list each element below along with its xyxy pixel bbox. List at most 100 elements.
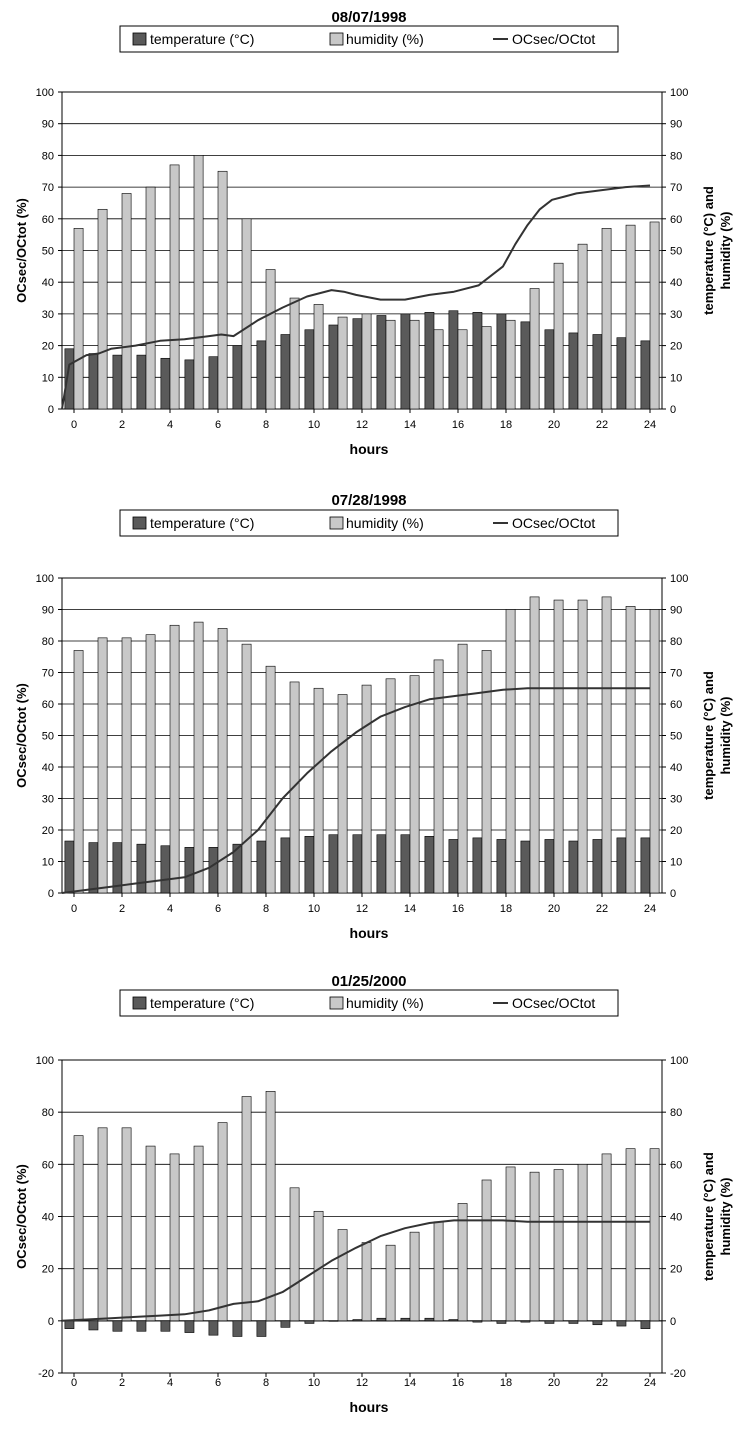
x-axis-label: hours bbox=[350, 1399, 389, 1415]
bar-humidity bbox=[145, 186, 156, 410]
bar-humidity bbox=[121, 637, 132, 894]
x-tick-label: 10 bbox=[308, 419, 320, 431]
bar-temperature bbox=[136, 1320, 147, 1332]
legend-box bbox=[119, 989, 619, 1017]
line-ocsec-octot bbox=[61, 1219, 650, 1322]
bar-temperature bbox=[256, 1320, 267, 1337]
y2-tick-label: 30 bbox=[670, 309, 682, 321]
bar-humidity bbox=[97, 1127, 108, 1322]
x-tick-label: 6 bbox=[215, 903, 221, 915]
chart-panel-2: 07/28/1998 temperature (°C) humidity (%) OC… bbox=[14, 492, 733, 941]
bar-temperature bbox=[376, 834, 387, 894]
bar-temperature bbox=[280, 1320, 291, 1328]
x-tick-label: 12 bbox=[356, 903, 368, 915]
bar-temperature bbox=[472, 837, 483, 894]
bar-temperature bbox=[304, 1320, 315, 1324]
bar-temperature bbox=[328, 324, 339, 410]
bar-humidity bbox=[337, 316, 348, 410]
bar-temperature bbox=[424, 312, 435, 410]
y-tick-label: 90 bbox=[42, 605, 54, 617]
x-tick-label: 20 bbox=[548, 1377, 560, 1389]
bar-humidity bbox=[577, 243, 588, 410]
bar-temperature bbox=[232, 1320, 243, 1337]
y2-axis-label-line1: temperature (°C) and bbox=[701, 671, 716, 800]
x-tick-label: 16 bbox=[452, 903, 464, 915]
bar-humidity bbox=[241, 1096, 252, 1322]
bar-humidity bbox=[73, 228, 84, 410]
legend-swatch-humidity bbox=[329, 32, 344, 46]
y-tick-label: 90 bbox=[42, 119, 54, 131]
y2-axis-label-line1: temperature (°C) and bbox=[701, 1152, 716, 1281]
bar-humidity bbox=[73, 1135, 84, 1322]
bar-humidity bbox=[193, 621, 204, 894]
bar-temperature bbox=[208, 847, 219, 894]
bar-temperature bbox=[472, 1320, 483, 1323]
y2-tick-label: 90 bbox=[670, 605, 682, 617]
bar-humidity bbox=[601, 596, 612, 894]
bar-temperature bbox=[376, 315, 387, 410]
bar-humidity bbox=[385, 1244, 396, 1322]
bar-humidity bbox=[625, 1148, 636, 1322]
bar-humidity bbox=[97, 208, 108, 410]
bar-humidity bbox=[73, 650, 84, 894]
bar-humidity bbox=[265, 1091, 276, 1322]
y2-tick-label: 40 bbox=[670, 277, 682, 289]
x-tick-label: 18 bbox=[500, 903, 512, 915]
y2-tick-label: 100 bbox=[670, 87, 688, 99]
bar-humidity bbox=[361, 313, 372, 410]
bar-humidity bbox=[433, 329, 444, 410]
y2-tick-label: 20 bbox=[670, 825, 682, 837]
legend-label-temperature: temperature (°C) bbox=[150, 515, 254, 531]
x-tick-label: 8 bbox=[263, 1377, 269, 1389]
bar-temperature bbox=[424, 1317, 435, 1322]
bar-humidity bbox=[169, 1153, 180, 1322]
bar-temperature bbox=[160, 845, 171, 894]
y2-axis-label-line2: humidity (%) bbox=[718, 1178, 733, 1256]
bar-humidity bbox=[241, 218, 252, 410]
bar-temperature bbox=[304, 329, 315, 410]
y2-tick-label: 60 bbox=[670, 214, 682, 226]
y2-tick-label: -20 bbox=[670, 1368, 686, 1380]
bar-temperature bbox=[88, 842, 99, 894]
bar-humidity bbox=[481, 650, 492, 894]
bar-temperature bbox=[496, 313, 507, 410]
y-tick-label: -20 bbox=[38, 1368, 54, 1380]
bar-temperature bbox=[568, 332, 579, 410]
y-tick-label: 60 bbox=[42, 1159, 54, 1171]
bar-temperature bbox=[544, 839, 555, 894]
y-tick-label: 100 bbox=[36, 573, 54, 585]
x-tick-label: 24 bbox=[644, 419, 656, 431]
bar-humidity bbox=[289, 1187, 300, 1322]
bar-humidity bbox=[601, 228, 612, 410]
bar-temperature bbox=[136, 354, 147, 410]
bar-humidity bbox=[625, 606, 636, 894]
bar-temperature bbox=[352, 1319, 363, 1322]
y-tick-label: 60 bbox=[42, 699, 54, 711]
bar-temperature bbox=[400, 834, 411, 894]
y2-tick-label: 90 bbox=[670, 119, 682, 131]
bar-humidity bbox=[241, 643, 252, 894]
legend-label-humidity: humidity (%) bbox=[346, 995, 424, 1011]
bar-humidity bbox=[265, 269, 276, 410]
bar-humidity bbox=[409, 319, 420, 410]
y-tick-label: 80 bbox=[42, 1107, 54, 1119]
bar-humidity bbox=[337, 1229, 348, 1322]
y-tick-label: 30 bbox=[42, 794, 54, 806]
y-tick-label: 40 bbox=[42, 277, 54, 289]
bar-humidity bbox=[577, 1164, 588, 1322]
bar-humidity bbox=[169, 164, 180, 410]
x-tick-label: 20 bbox=[548, 419, 560, 431]
chart-panel-3: 01/25/2000 temperature (°C) humidity (%) OC… bbox=[14, 973, 733, 1415]
x-tick-label: 12 bbox=[356, 1377, 368, 1389]
x-tick-label: 14 bbox=[404, 419, 416, 431]
bar-humidity bbox=[529, 288, 540, 410]
bar-humidity bbox=[121, 1127, 132, 1322]
bar-humidity bbox=[313, 687, 324, 894]
bar-temperature bbox=[64, 840, 75, 894]
y2-axis-label-line1: temperature (°C) and bbox=[701, 186, 716, 315]
bar-humidity bbox=[553, 262, 564, 410]
bar-humidity bbox=[601, 1153, 612, 1322]
legend-label-humidity: humidity (%) bbox=[346, 515, 424, 531]
x-tick-label: 0 bbox=[71, 1377, 77, 1389]
